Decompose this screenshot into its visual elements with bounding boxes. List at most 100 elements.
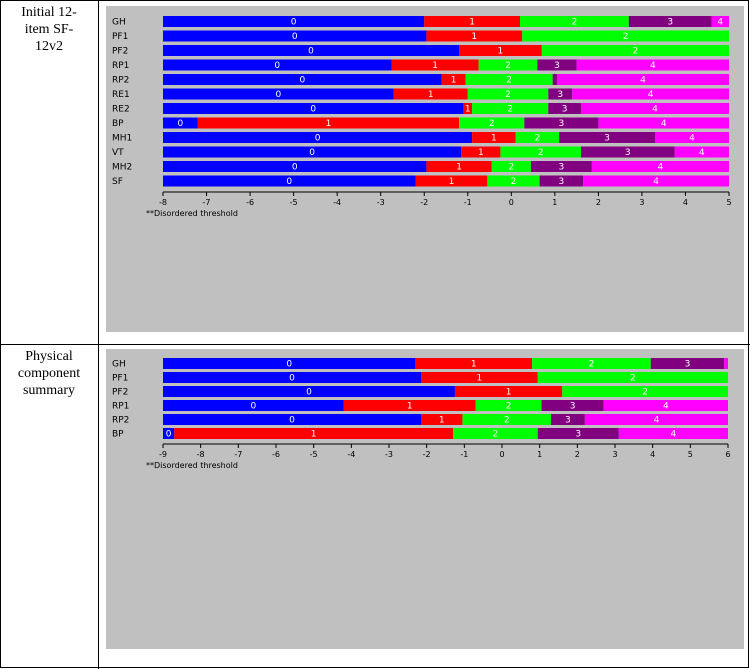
x-tick-label: -1 [460,450,468,459]
row-label-line: item SF- [24,22,74,37]
x-tick-label: -2 [420,198,428,207]
segment-label: 1 [478,148,484,158]
bar-segment [463,103,473,114]
segment-label: 2 [630,374,636,384]
segment-label: 3 [625,148,631,158]
segment-label: 0 [308,47,314,57]
segment-label: 3 [554,61,560,71]
bar-segment [650,358,725,369]
segment-label: 2 [506,76,512,86]
segment-label: 1 [477,374,483,384]
segment-label: 1 [326,119,332,129]
bar-segment [500,146,581,158]
bar-segment [163,74,442,85]
item-label: PF1 [112,374,128,384]
segment-label: 2 [589,360,595,370]
x-tick-label: -3 [385,450,393,459]
segment-label: 4 [654,416,660,426]
segment-label: 0 [315,134,321,144]
segment-label: 0 [291,18,297,28]
bar-segment [163,146,462,158]
segment-label: 3 [570,402,576,412]
bar-segment [552,74,558,85]
bar-segment [539,175,584,187]
segment-label: 4 [689,134,695,144]
bar-segment [453,428,538,439]
item-label: MH1 [112,134,132,144]
segment-label: 1 [428,90,434,100]
bar-segment [724,358,728,369]
segment-label: 1 [506,388,512,398]
bar-segment [163,16,425,27]
bar-segment [572,88,729,100]
threshold-chart-physical: GH 0 1 2 3 PF1 0 1 2 PF2 0 1 2 RP1 0 1 2 3 4 RP2 0 1 2 3 4 BP 0 1 2 3… [112,358,731,470]
segment-label: 3 [559,177,565,187]
row-label-line: Initial 12- [21,5,77,20]
bar-segment [562,386,728,397]
segment-label: 4 [640,76,646,86]
segment-label: 2 [538,148,544,158]
bar-segment [163,358,416,369]
bar-segment [462,414,551,425]
bar-segment [576,59,729,71]
bar-segment [557,74,729,85]
x-tick-label: -4 [347,450,355,459]
segment-label: 3 [557,90,563,100]
item-label: GH [112,360,126,370]
segment-label: 0 [286,360,292,370]
item-label: SF [112,177,123,187]
bar-segment [628,16,712,27]
bar-segment [559,132,655,143]
bar-segment [530,161,592,172]
segment-label: 4 [661,119,667,129]
bar-segment [163,132,473,143]
row-divider [0,344,750,345]
bar-segment [524,117,599,129]
chart-panel-physical: GH 0 1 2 3 PF1 0 1 2 PF2 0 1 2 RP1 0 1 2 3 4 RP2 0 1 2 3 4 BP 0 1 2 3… [106,349,744,649]
x-tick-label: -5 [290,198,298,207]
row-label-line: 12v2 [35,39,63,54]
x-tick-label: -5 [310,450,318,459]
segment-label: 2 [535,134,541,144]
bar-segment [174,428,454,439]
segment-label: 4 [650,61,656,71]
x-tick-label: -2 [423,450,431,459]
x-tick-label: 1 [537,450,542,459]
bar-segment [197,117,460,129]
x-tick-label: 0 [509,198,514,207]
x-tick-label: 6 [725,450,730,459]
item-label: RP1 [112,61,129,71]
item-label: BP [112,119,124,129]
bar-segment [163,103,464,114]
bar-segment [654,132,729,143]
row-label-physical: Physical component summary [0,348,98,399]
item-label: PF1 [112,32,128,42]
item-label: RP2 [112,76,129,86]
row-label-line: Physical [25,349,73,364]
segment-label: 4 [652,105,658,115]
bar-segment [415,358,533,369]
bar-segment [515,132,560,143]
bar-segment [163,175,416,187]
bar-segment [537,59,577,71]
x-tick-label: -4 [333,198,341,207]
bar-segment [583,175,729,187]
x-tick-label: -6 [272,450,280,459]
bar-segment [541,400,604,411]
item-label: GH [112,18,126,28]
bar-segment [548,88,573,100]
segment-label: 1 [491,134,497,144]
segment-label: 3 [604,134,610,144]
item-label: RE2 [112,105,130,115]
segment-label: 1 [498,47,504,57]
segment-label: 0 [292,163,298,173]
segment-label: 2 [505,90,511,100]
bar-segment [163,386,455,397]
bar-segment [454,386,563,397]
segment-label: 0 [292,32,298,42]
x-tick-label: 4 [650,450,655,459]
x-tick-label: -6 [246,198,254,207]
bar-segment [520,16,629,27]
x-tick-label: -9 [159,450,167,459]
